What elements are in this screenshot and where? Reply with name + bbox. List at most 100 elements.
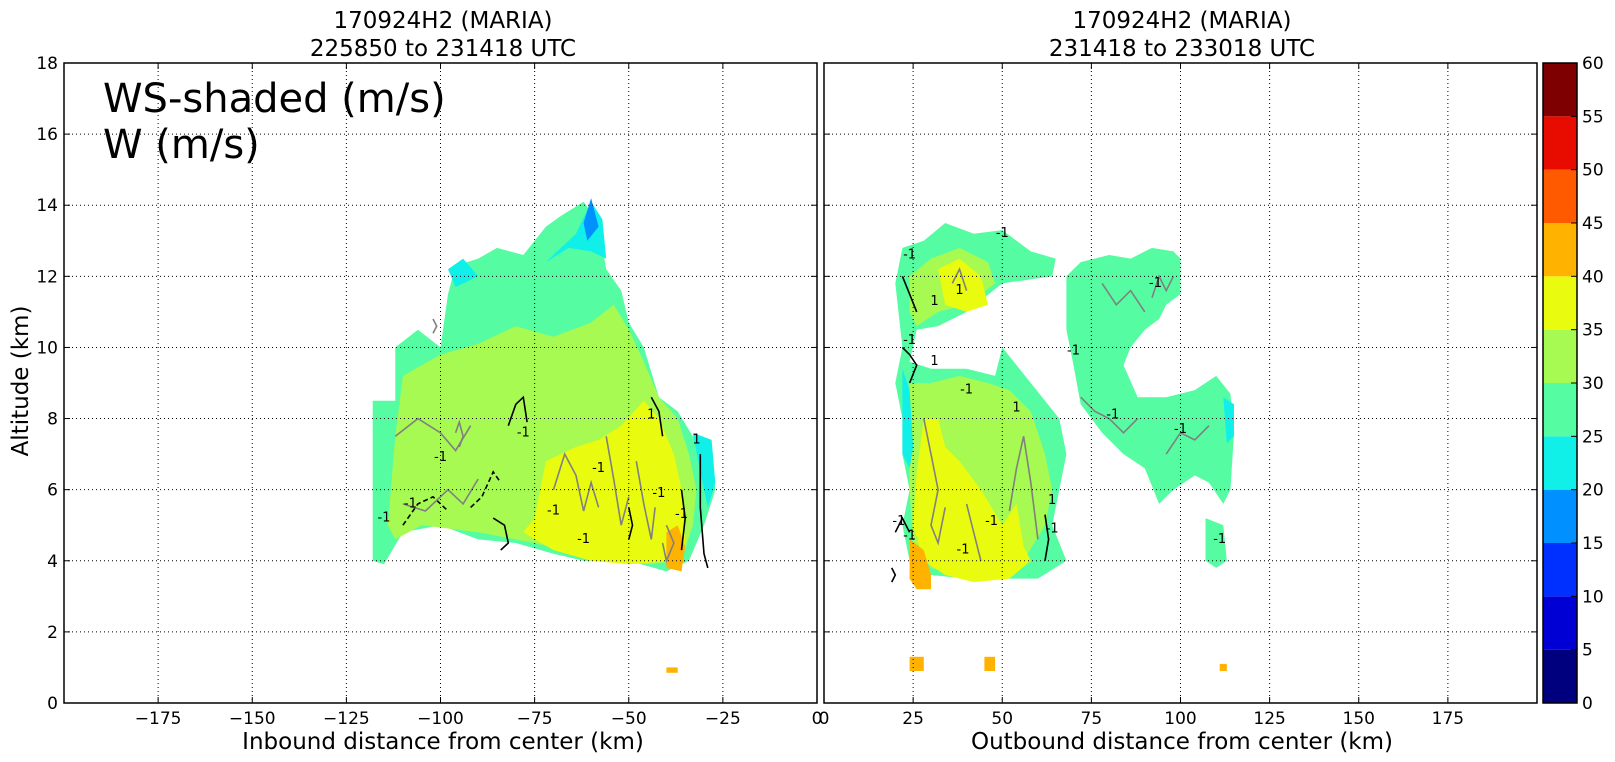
outbound-x-tick-label: 125 bbox=[1253, 709, 1285, 729]
colorbar-segment bbox=[1543, 649, 1577, 703]
inbound-shaded-region bbox=[523, 400, 686, 565]
wind-speed-colorbar: 0 5 10 15 20 25 30 35 40 45 50 55 60 bbox=[1542, 54, 1604, 714]
inbound-contour-line-gray bbox=[432, 318, 438, 334]
outbound-contour-line-gray bbox=[1151, 274, 1175, 298]
colorbar-tick-label: 45 bbox=[1582, 214, 1604, 234]
outbound-contour-label: -1 bbox=[985, 514, 998, 529]
colorbar-tick-label: 50 bbox=[1582, 161, 1604, 181]
inbound-y-tick-label: 10 bbox=[36, 338, 58, 358]
outbound-contour-label: 1 bbox=[1012, 400, 1020, 415]
inbound-y-tick-label: 8 bbox=[47, 410, 58, 430]
colorbar-tick-label: 60 bbox=[1582, 54, 1604, 74]
colorbar-segment bbox=[1543, 169, 1577, 223]
outbound-contour-label: -1 bbox=[1149, 276, 1162, 291]
inbound-contour-label: -1 bbox=[577, 532, 590, 547]
colorbar-tick-label: 20 bbox=[1582, 481, 1604, 501]
inbound-contour-line-gray bbox=[605, 436, 630, 526]
outbound-contour-line-gray bbox=[1008, 436, 1039, 540]
inbound-y-tick-label: 4 bbox=[47, 552, 58, 572]
outbound-shaded-region bbox=[909, 656, 924, 671]
colorbar-segment bbox=[1543, 596, 1577, 650]
outbound-x-tick-label: 25 bbox=[902, 709, 924, 729]
inbound-contour-label: -1 bbox=[404, 496, 417, 511]
outbound-contour-label: -1 bbox=[1213, 532, 1226, 547]
outbound-shaded-region bbox=[902, 368, 914, 469]
outbound-contour-line bbox=[1044, 514, 1050, 561]
colorbar-tick-label: 0 bbox=[1582, 694, 1593, 714]
outbound-contour-label: -1 bbox=[1106, 408, 1119, 423]
inbound-plot-area: -1 -1 -1 -1 1 1 -1 -1 -1 -1 -1 −175 −150 −125 −100 −75 −… bbox=[36, 54, 822, 729]
inbound-contour-line-gray bbox=[552, 452, 600, 512]
colorbar-segment bbox=[1543, 383, 1577, 437]
inbound-contour-line bbox=[650, 396, 664, 437]
inbound-field-layer: -1 -1 -1 -1 1 1 -1 -1 -1 -1 -1 bbox=[372, 198, 716, 673]
colorbar-segment bbox=[1543, 276, 1577, 330]
inbound-x-tick-label: −75 bbox=[517, 709, 553, 729]
outbound-contour-label: 1 bbox=[1048, 493, 1056, 508]
inbound-x-tick-label: −100 bbox=[417, 709, 464, 729]
colorbar-tick-label: 40 bbox=[1582, 267, 1604, 287]
outbound-panel-title: 170924H2 (MARIA) bbox=[1072, 8, 1291, 34]
inbound-contour-line-dashed bbox=[470, 470, 502, 508]
outbound-contour-line-gray bbox=[951, 267, 968, 291]
colorbar-segment bbox=[1543, 436, 1577, 490]
inbound-contour-label: -1 bbox=[517, 425, 530, 440]
inbound-contour-line bbox=[699, 454, 709, 569]
colorbar-tick-label: 30 bbox=[1582, 374, 1604, 394]
outbound-contour-line bbox=[890, 567, 897, 583]
inbound-shaded-region bbox=[692, 432, 716, 508]
outbound-contour-label: -1 bbox=[903, 333, 916, 348]
colorbar-segment bbox=[1543, 329, 1577, 383]
inbound-contour-label: -1 bbox=[652, 486, 665, 501]
outbound-contour-line-gray bbox=[1080, 396, 1139, 434]
inbound-contour-label: 1 bbox=[692, 432, 700, 447]
outbound-contour-label: -1 bbox=[903, 528, 916, 543]
field-annotation-line-2: W (m/s) bbox=[103, 122, 260, 168]
inbound-panel-title: 170924H2 (MARIA) bbox=[333, 8, 552, 34]
outbound-contour-label: -1 bbox=[960, 383, 973, 398]
outbound-contour-label: -1 bbox=[1174, 422, 1187, 437]
y-axis-label: Altitude (km) bbox=[8, 306, 34, 457]
inbound-y-tick-label: 18 bbox=[36, 54, 58, 74]
inbound-x-tick-label: −175 bbox=[135, 709, 182, 729]
outbound-x-tick-label: 0 bbox=[819, 709, 830, 729]
inbound-contour-label: -1 bbox=[547, 504, 560, 519]
outbound-contour-label: -1 bbox=[957, 543, 970, 558]
inbound-contour-line bbox=[492, 517, 510, 551]
outbound-contour-label: -1 bbox=[903, 248, 916, 263]
outbound-x-tick-label: 50 bbox=[991, 709, 1013, 729]
outbound-contour-label: -1 bbox=[996, 226, 1009, 241]
inbound-x-tick-label: −50 bbox=[611, 709, 647, 729]
inbound-shaded-region bbox=[448, 258, 479, 287]
inbound-panel: 170924H2 (MARIA) 225850 to 231418 UTC -1… bbox=[8, 8, 822, 755]
outbound-field-layer: -111-1-11-11-1-1-1-1-1-1-1-11-1-1 bbox=[890, 223, 1234, 671]
colorbar-tick-label: 10 bbox=[1582, 587, 1604, 607]
inbound-contour-line-dashed bbox=[402, 495, 449, 526]
inbound-contour-label: -1 bbox=[592, 461, 605, 476]
colorbar-segment bbox=[1543, 116, 1577, 170]
inbound-contour-label: -1 bbox=[434, 450, 447, 465]
inbound-x-tick-label: −125 bbox=[323, 709, 370, 729]
outbound-x-tick-label: 75 bbox=[1081, 709, 1103, 729]
outbound-shaded-region bbox=[1066, 247, 1234, 504]
colorbar-segment bbox=[1543, 223, 1577, 277]
outbound-x-axis-label: Outbound distance from center (km) bbox=[971, 729, 1393, 755]
outbound-contour-line bbox=[894, 516, 911, 533]
inbound-contour-line bbox=[507, 395, 528, 426]
inbound-contour-line-gray bbox=[635, 461, 656, 540]
inbound-y-tick-label: 12 bbox=[36, 267, 58, 287]
inbound-x-tick-label: −25 bbox=[705, 709, 741, 729]
outbound-x-tick-label: 150 bbox=[1343, 709, 1375, 729]
colorbar-segment bbox=[1543, 489, 1577, 543]
outbound-shaded-region bbox=[909, 539, 931, 590]
inbound-panel-subtitle: 225850 to 231418 UTC bbox=[310, 36, 576, 62]
inbound-shaded-region bbox=[583, 198, 599, 241]
inbound-grid bbox=[64, 63, 817, 703]
outbound-contour-label: -1 bbox=[1067, 344, 1080, 359]
inbound-contour-line bbox=[680, 489, 687, 551]
outbound-contour-line-gray bbox=[1101, 282, 1146, 313]
outbound-contour-label: -1 bbox=[1046, 521, 1059, 536]
inbound-contour-label: -1 bbox=[675, 507, 688, 522]
outbound-shaded-region bbox=[1223, 397, 1234, 444]
